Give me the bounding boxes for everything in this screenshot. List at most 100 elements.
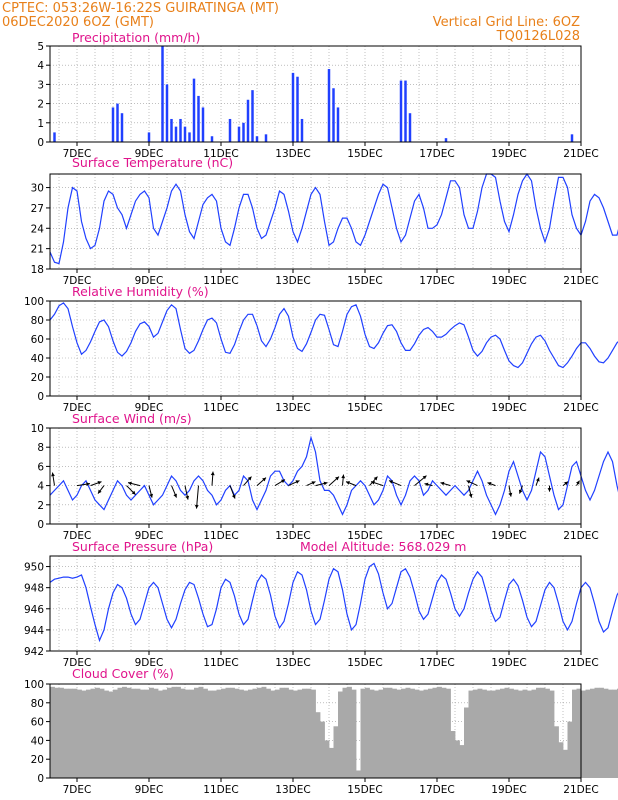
precipitation-bar (197, 95, 200, 142)
rh-panel-title: Relative Humidity (%) (72, 284, 209, 299)
wind-xtick-label: 11DEC (203, 530, 238, 542)
cloud-cover-bar (230, 687, 235, 778)
cloud-cover-bar (351, 689, 357, 778)
precipitation-bar (264, 134, 268, 142)
wind-arrow-head (311, 481, 316, 485)
cloud-cover-bar (248, 689, 253, 778)
wind-arrow-head (371, 480, 375, 485)
cloud-cover-bar (140, 689, 145, 778)
cloud-cover-bar (464, 707, 469, 778)
wind-xtick-label: 17DEC (419, 530, 454, 542)
cloud-cover-bar (117, 687, 123, 778)
precip-ytick-label: 5 (37, 41, 44, 53)
wind-arrow-head (210, 471, 215, 476)
pressure-ytick-label: 942 (24, 646, 44, 658)
cloud-cover-bar (392, 688, 397, 778)
wind-arrow-head (51, 472, 55, 477)
wind-arrow-head (262, 477, 266, 482)
wind-xtick-label: 9DEC (135, 530, 164, 542)
cloud-cover-bar (306, 688, 312, 778)
cloud-cover-bar (284, 687, 289, 778)
cloud-xtick-label: 13DEC (275, 784, 310, 796)
header-run-date: 06DEC2020 6OZ (GMT) (2, 15, 154, 30)
cloud-cover-bar (387, 687, 393, 778)
cloud-cover-bar (234, 688, 240, 778)
rh-series-line (49, 302, 618, 369)
cloud-cover-bar (324, 740, 330, 778)
precipitation-bar (53, 132, 56, 142)
cloud-cover-bar (396, 689, 402, 778)
cloud-cover-bar (518, 690, 523, 778)
rh-ytick-label: 100 (24, 296, 44, 308)
rh-xtick-label: 9DEC (135, 402, 164, 414)
wind-arrow-head (247, 476, 252, 481)
cloud-cover-bar (473, 689, 478, 778)
cloud-cover-bar (527, 690, 532, 778)
cloud-cover-bar (126, 687, 132, 778)
cloud-cover-bar (509, 688, 514, 778)
temp-xtick-label: 13DEC (275, 275, 310, 287)
cloud-cover-bar (270, 690, 276, 778)
cloud-cover-bar (369, 689, 375, 778)
precipitation-bar (291, 72, 295, 142)
cloud-cover-bar (90, 688, 96, 778)
temp-ytick-label: 21 (31, 244, 44, 256)
precipitation-bar (210, 136, 214, 142)
temp-plot-frame (49, 173, 582, 270)
wind-ytick-label: 4 (37, 481, 44, 493)
cloud-cover-bar (338, 691, 343, 778)
precipitation-bar (179, 118, 182, 142)
cloud-cover-bar (500, 688, 505, 778)
wind-arrow-head (346, 481, 350, 485)
cloud-cover-bar (162, 689, 168, 778)
cloud-cover-bar (293, 690, 298, 778)
wind-ytick-label: 2 (37, 500, 44, 512)
wind-arrow-head (564, 481, 568, 486)
wind-arrow-head (323, 481, 328, 486)
cloud-cover-bar (167, 687, 172, 778)
cloud-cover-bar (315, 712, 321, 778)
cloud-cover-bar (365, 687, 370, 778)
temp-xtick-label: 21DEC (563, 275, 598, 287)
rh-ytick-label: 60 (31, 334, 44, 346)
cloud-xtick-label: 19DEC (491, 784, 526, 796)
cloud-cover-bar (608, 689, 613, 778)
temp-xtick-label: 9DEC (135, 275, 164, 287)
cloud-cover-bar (581, 690, 586, 778)
cloud-cover-bar (225, 687, 231, 778)
cloud-cover-bar (297, 689, 303, 778)
cloud-cover-bar (549, 690, 555, 778)
cloud-cover-bar (531, 689, 537, 778)
cloud-cover-bar (450, 731, 456, 778)
cloud-cover-bar (63, 688, 69, 778)
cloud-cover-bar (360, 688, 366, 778)
precipitation-bar (242, 122, 245, 142)
rh-xtick-label: 19DEC (491, 402, 526, 414)
cloud-cover-bar (333, 726, 339, 778)
precipitation-bar (300, 118, 304, 142)
cloud-cover-bar (203, 688, 208, 778)
cloud-cover-bar (554, 726, 559, 778)
cloud-cover-bar (612, 689, 618, 778)
precipitation-bar (327, 69, 331, 142)
chart-layer: 0 1 2 3 4 5 7DEC 9DEC 11DEC 13DEC 15DEC 17DEC 19DEC 2… (24, 41, 618, 796)
cloud-cover-bar (459, 745, 465, 778)
cloud-cover-bar (311, 689, 316, 778)
cloud-cover-bar (477, 688, 483, 778)
precipitation-bar (332, 88, 335, 142)
cloud-cover-bar (504, 687, 510, 778)
cloud-cover-bar (383, 687, 388, 778)
cloud-cover-bar (347, 686, 352, 778)
wind-xtick-label: 15DEC (347, 530, 382, 542)
cloud-cover-bar (72, 688, 78, 778)
cloud-ytick-label: 20 (31, 754, 44, 766)
wind-xtick-label: 7DEC (63, 530, 92, 542)
cloud-cover-bar (599, 687, 604, 778)
cloud-cover-bar (54, 687, 60, 778)
wind-arrow-head (389, 480, 393, 484)
pressure-ytick-label: 944 (24, 625, 44, 637)
wind-arrow-head (173, 493, 177, 498)
cloud-cover-bar (135, 688, 141, 778)
cloud-cover-bar (153, 688, 159, 778)
cloud-cover-bar (594, 687, 600, 778)
